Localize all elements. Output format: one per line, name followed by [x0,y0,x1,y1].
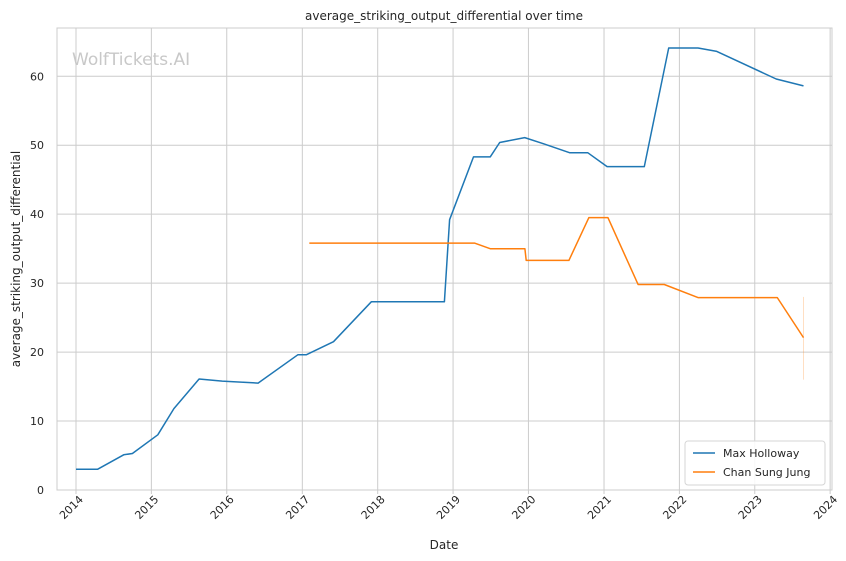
y-axis-label: average_striking_output_differential [9,151,23,367]
x-tick-label: 2020 [509,493,538,522]
x-tick-label: 2024 [811,493,840,522]
y-tick-label: 10 [30,415,44,428]
x-tick-label: 2016 [208,493,237,522]
x-tick-label: 2015 [132,493,161,522]
series-line-1 [76,47,804,471]
legend: Max Holloway Chan Sung Jung [684,440,826,486]
y-tick-label: 30 [30,277,44,290]
x-tick-label: 2021 [585,493,614,522]
series-line-2 [309,216,805,339]
y-tick-label: 20 [30,346,44,359]
watermark: WolfTickets.AI [72,50,190,70]
plot-area [56,27,833,491]
legend-label: Chan Sung Jung [723,466,810,479]
x-tick-label: 2022 [660,493,689,522]
x-tick-label: 2023 [736,493,765,522]
chart-title: average_striking_output_differential ove… [305,9,583,23]
x-axis-ticks: 2014 2015 2016 2017 2018 2019 2020 2021 2022 2023… [57,490,840,522]
x-tick-label: 2018 [359,493,388,522]
y-tick-label: 0 [37,484,44,497]
x-tick-label: 2017 [283,493,312,522]
y-axis-ticks: 0 10 20 30 40 50 60 [30,70,44,497]
grid [57,28,832,491]
x-tick-label: 2014 [57,493,86,522]
legend-box [684,440,826,486]
x-axis-label: Date [430,538,459,552]
y-tick-label: 60 [30,70,44,83]
y-tick-label: 50 [30,139,44,152]
x-tick-label: 2019 [434,493,463,522]
series-layer [76,47,805,471]
y-tick-label: 40 [30,208,44,221]
legend-label: Max Holloway [723,447,800,460]
